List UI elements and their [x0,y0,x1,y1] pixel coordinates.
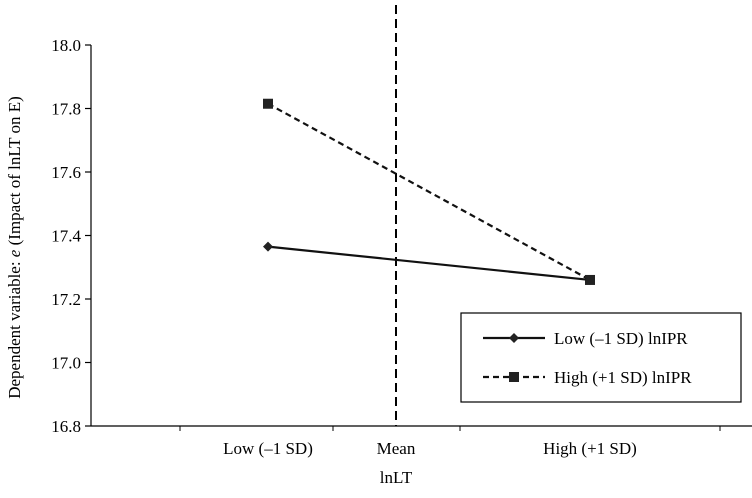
plot-layer: 16.8 17.0 17.2 17.4 17.6 17.8 18.0 Low (–1 SD) M… [5,5,752,487]
legend-marker-0 [509,333,519,343]
y-tick-label: 17.0 [51,354,81,373]
x-axis-title: lnLT [380,468,413,487]
legend-label-1: High (+1 SD) lnIPR [554,368,692,387]
y-axis-title-suffix: (Impact of lnLT on E) [5,96,24,249]
y-axis-title-italic: e [5,249,24,257]
y-tick-label: 16.8 [51,417,81,436]
x-tick-label: Mean [377,439,416,458]
y-tick-label: 18.0 [51,36,81,55]
x-tick-label: Low (–1 SD) [223,439,313,458]
y-axis-title: Dependent variable: e (Impact of lnLT on… [5,96,24,399]
y-tick-label: 17.6 [51,163,81,182]
y-tick-label: 17.8 [51,100,81,119]
series-0-point-1 [585,274,595,285]
series-line-0 [267,245,591,282]
legend-label-0: Low (–1 SD) lnIPR [554,329,688,348]
y-tick-label: 17.4 [51,227,81,246]
series-line-1 [267,102,591,281]
y-tick-label: 17.2 [51,290,81,309]
series-1-point-0 [263,98,273,109]
legend-box [460,312,742,403]
y-axis-title-prefix: Dependent variable: [5,257,24,399]
legend-marker-1 [509,372,519,382]
x-tick-label: High (+1 SD) [543,439,637,458]
series-0-point-0 [263,241,273,252]
